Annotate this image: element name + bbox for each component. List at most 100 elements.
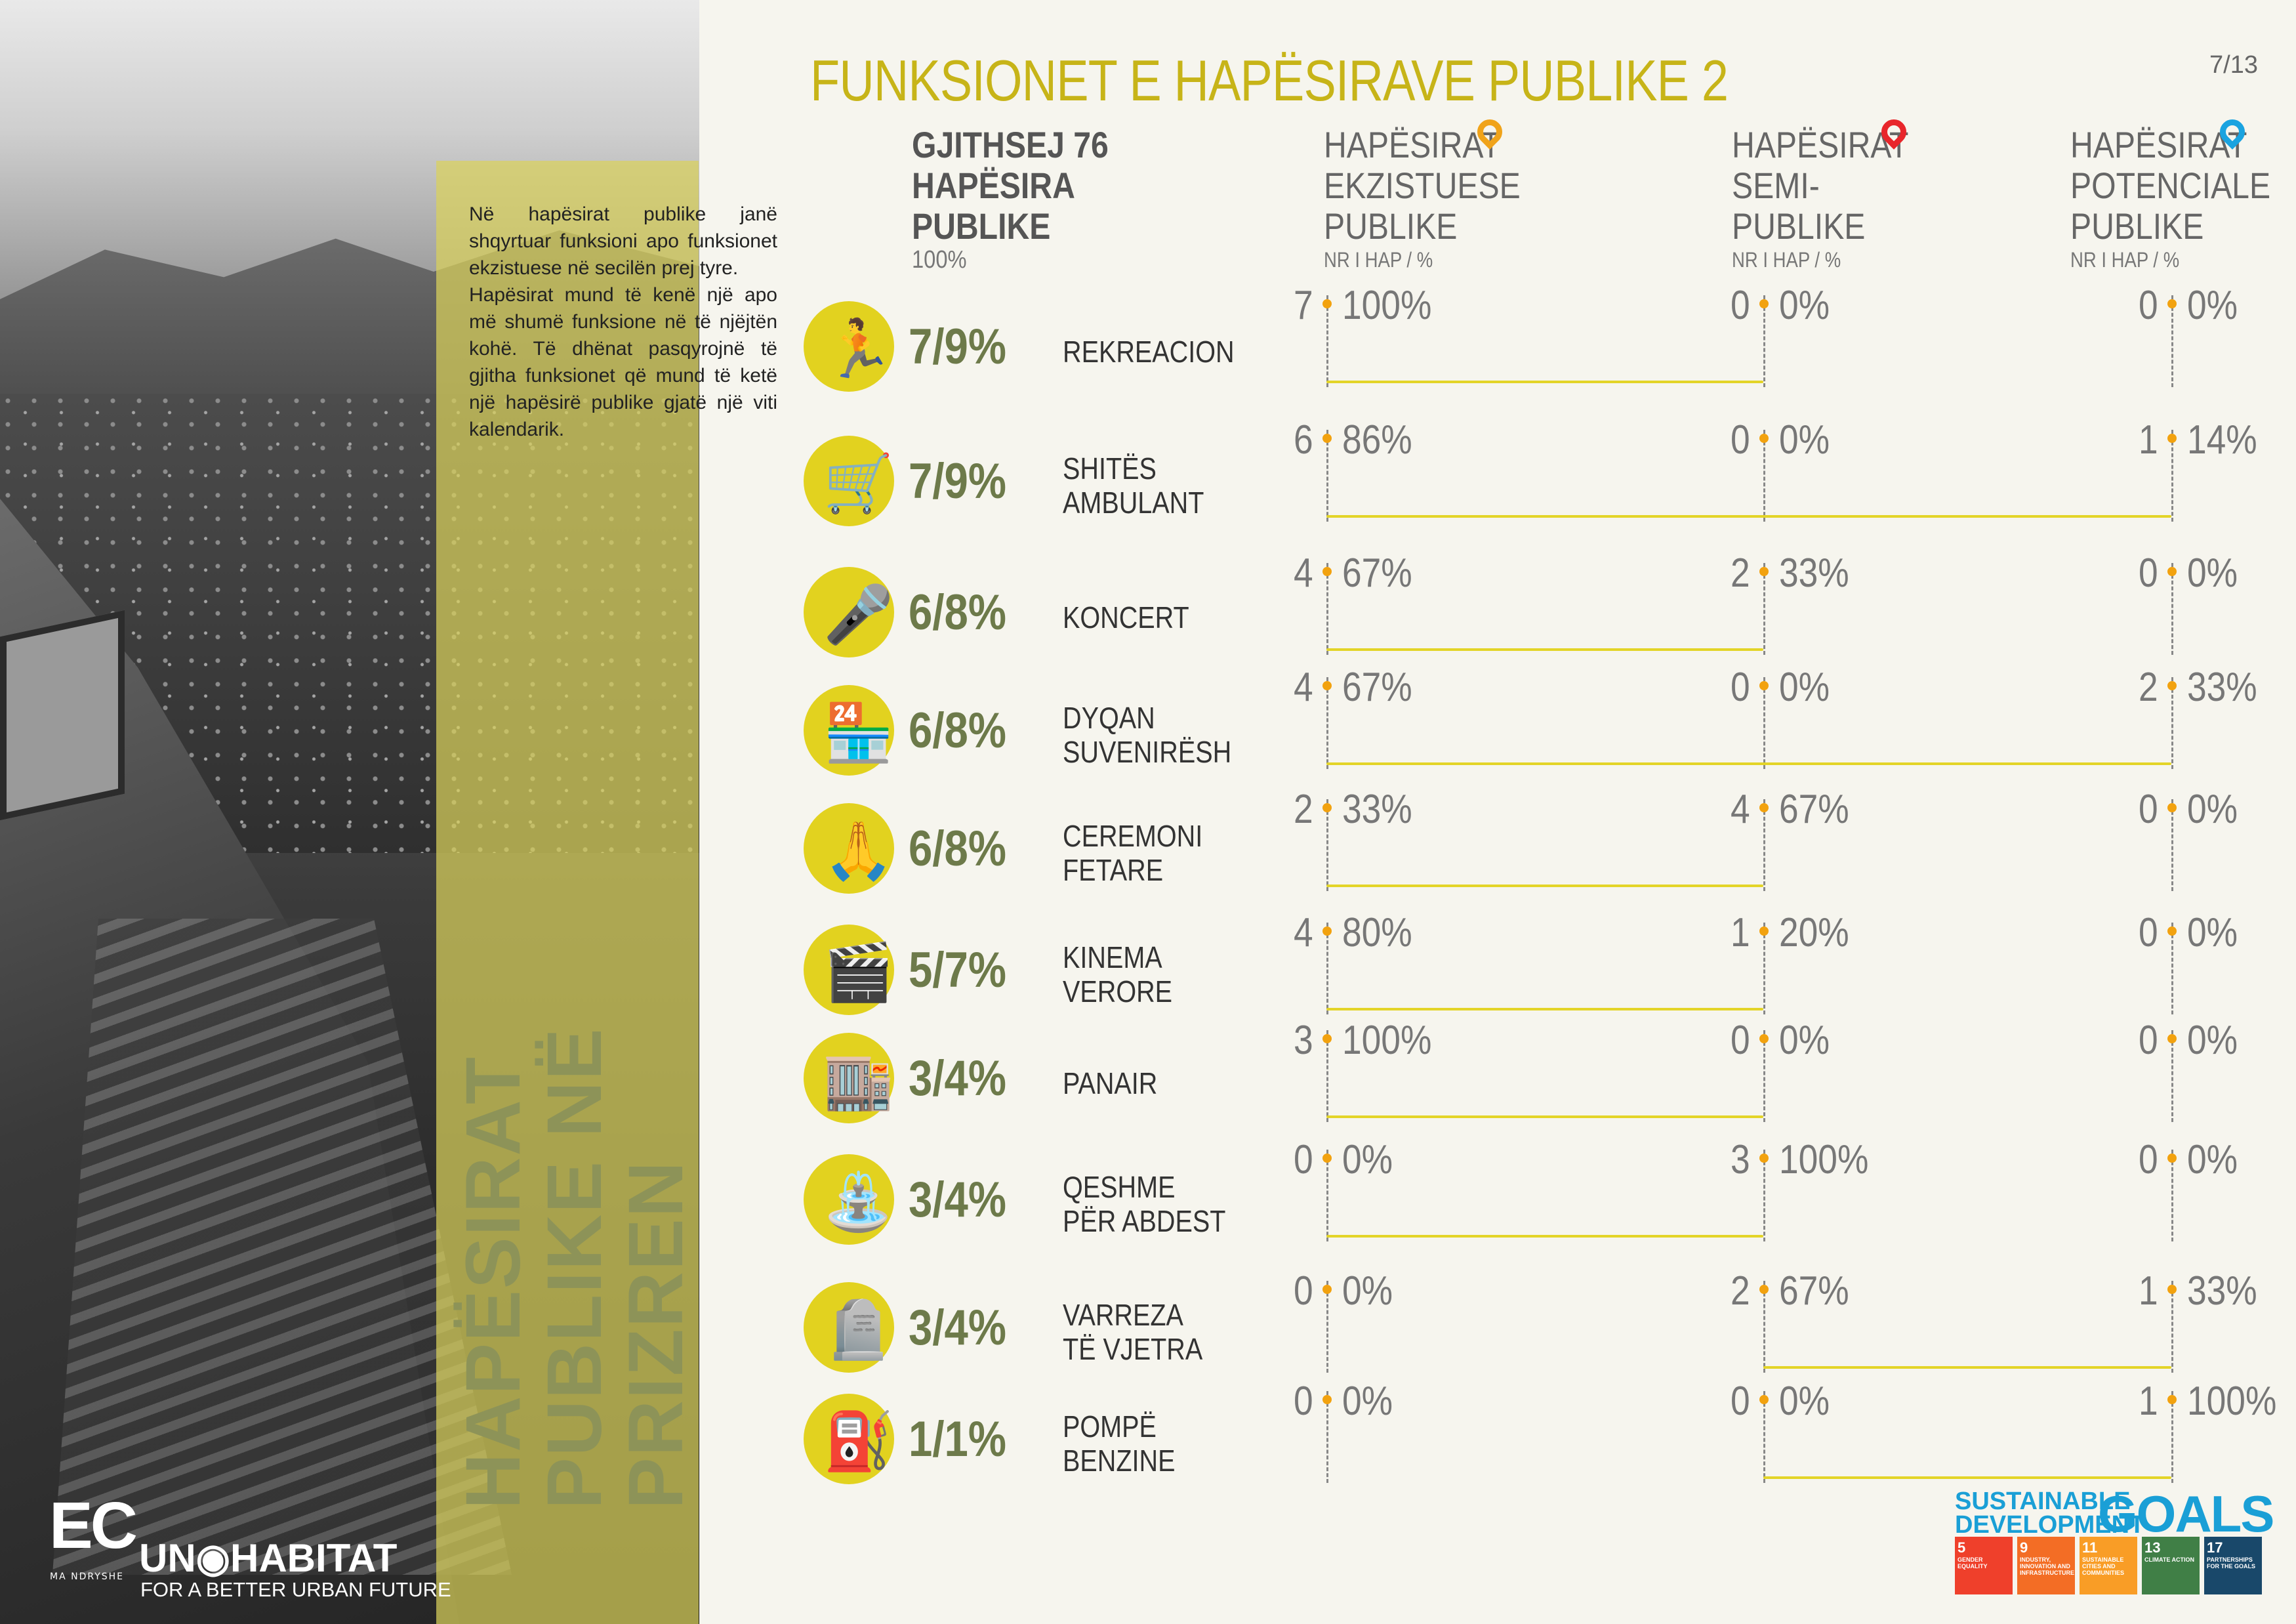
function-icon-circle: 🙏	[804, 803, 894, 894]
column-divider	[1763, 677, 1765, 769]
percent-semi: 20%	[1779, 910, 1849, 955]
vertical-title: HAPËSIRAT PUBLIKE NË PRIZREN	[450, 1027, 699, 1509]
column-divider	[1763, 563, 1765, 655]
function-icon-circle: ⛲	[804, 1154, 894, 1245]
function-name-line: QESHME	[1063, 1170, 1176, 1204]
cinema-screen	[0, 610, 125, 821]
count-semi: 3	[1731, 1137, 1750, 1182]
value-marker	[2167, 927, 2177, 936]
distribution-line	[1326, 1115, 1763, 1118]
header-line: EKZISTUESE	[1324, 165, 1521, 206]
function-icon-circle: 🪦	[804, 1282, 894, 1373]
column-divider	[2171, 1391, 2173, 1483]
percent-semi: 0%	[1779, 1018, 1830, 1063]
column-divider	[2171, 1281, 2173, 1373]
intro-text: Në hapësirat publike janë shqyrtuar funk…	[469, 201, 777, 443]
value-marker	[1759, 1154, 1769, 1163]
running-person-icon: 🏃	[823, 316, 894, 382]
function-name-line: PËR ABDEST	[1063, 1204, 1226, 1238]
function-name-line: TË VJETRA	[1063, 1332, 1203, 1366]
function-icon-circle: 🏪	[804, 685, 894, 776]
percent-semi: 0%	[1779, 665, 1830, 710]
fuel-pump-icon: ⛽	[823, 1409, 894, 1474]
column-divider	[2171, 677, 2173, 769]
function-icon-circle: 🛒	[804, 436, 894, 526]
function-name: CEREMONI FETARE	[1063, 819, 1202, 887]
header-sub: NR I HAP / %	[2070, 248, 2180, 272]
count-semi: 0	[1731, 417, 1750, 463]
value-marker	[2167, 299, 2177, 308]
count-potential: 0	[2139, 787, 2158, 832]
count-potential: 2	[2139, 665, 2158, 710]
header-line: HAPËSIRAT	[2070, 124, 2247, 165]
value-marker	[2167, 1395, 2177, 1404]
function-name: KONCERT	[1063, 600, 1189, 635]
food-cart-icon: 🛒	[823, 451, 894, 516]
header-potential: HAPËSIRAT POTENCIALE PUBLIKE NR I HAP / …	[2070, 125, 2270, 273]
percent-existing: 67%	[1342, 551, 1412, 596]
percent-potential: 0%	[2187, 787, 2238, 832]
function-icon-circle: 🏬	[804, 1033, 894, 1123]
count-potential: 0	[2139, 283, 2158, 328]
function-total: 1/1%	[909, 1411, 1006, 1467]
sdg-goal-tile: 17 PARTNERSHIPS FOR THE GOALS	[2204, 1537, 2262, 1594]
percent-potential: 33%	[2187, 1268, 2257, 1314]
vertical-title-line: PRIZREN	[613, 1160, 699, 1509]
value-marker	[1322, 299, 1332, 308]
function-name-line: AMBULANT	[1063, 486, 1204, 520]
count-potential: 0	[2139, 551, 2158, 596]
function-total: 3/4%	[909, 1172, 1006, 1228]
function-name-line: PANAIR	[1063, 1066, 1158, 1100]
value-marker	[2167, 434, 2177, 443]
function-icon-circle: ⛽	[804, 1394, 894, 1484]
distribution-line	[1326, 648, 1763, 651]
function-name-line: REKREACION	[1063, 335, 1235, 369]
function-name-line: CEREMONI	[1063, 819, 1203, 853]
percent-potential: 0%	[2187, 551, 2238, 596]
function-name-line: BENZINE	[1063, 1444, 1176, 1478]
count-potential: 0	[2139, 1137, 2158, 1182]
sdg-goal-number: 9	[2020, 1539, 2028, 1556]
distribution-line	[1326, 885, 1763, 887]
count-potential: 1	[2139, 1268, 2158, 1314]
distribution-line	[1326, 515, 2171, 518]
column-divider	[1326, 1391, 1328, 1483]
count-semi: 0	[1731, 1379, 1750, 1424]
un-habitat-logo: UN◉HABITAT	[139, 1536, 398, 1580]
header-total: GJITHSEJ 76 HAPËSIRA PUBLIKE 100%	[912, 125, 1109, 274]
value-marker	[1759, 681, 1769, 690]
count-existing: 0	[1294, 1268, 1313, 1314]
count-existing: 0	[1294, 1137, 1313, 1182]
header-line: POTENCIALE	[2070, 165, 2271, 206]
sdg-goals-word: GOALS	[2098, 1485, 2274, 1543]
header-semi: HAPËSIRAT SEMI- PUBLIKE NR I HAP / %	[1732, 125, 1908, 273]
count-existing: 4	[1294, 665, 1313, 710]
percent-semi: 33%	[1779, 551, 1849, 596]
percent-potential: 14%	[2187, 417, 2257, 463]
header-line: PUBLIKE	[2070, 205, 2204, 247]
column-divider	[1763, 799, 1765, 891]
function-icon-circle: 🎤	[804, 567, 894, 657]
sdg-goal-number: 17	[2207, 1539, 2223, 1556]
function-name: POMPË BENZINE	[1063, 1409, 1175, 1478]
percent-potential: 0%	[2187, 1137, 2238, 1182]
column-divider	[1763, 923, 1765, 1014]
distribution-line	[1763, 1476, 2171, 1479]
value-marker	[1322, 681, 1332, 690]
count-semi: 0	[1731, 1018, 1750, 1063]
percent-potential: 0%	[2187, 1018, 2238, 1063]
sdg-goal-tile: 11 SUSTAINABLE CITIES AND COMMUNITIES	[2080, 1537, 2137, 1594]
function-name: QESHME PËR ABDEST	[1063, 1170, 1225, 1238]
sdg-goal-tile: 9 INDUSTRY, INNOVATION AND INFRASTRUCTURE	[2017, 1537, 2075, 1594]
function-total: 7/9%	[909, 319, 1006, 375]
microphone-icon: 🎤	[823, 582, 894, 648]
column-divider	[1326, 677, 1328, 769]
percent-semi: 67%	[1779, 1268, 1849, 1314]
praying-hands-icon: 🙏	[823, 818, 894, 884]
value-marker	[1759, 1285, 1769, 1294]
column-divider	[2171, 1150, 2173, 1241]
count-potential: 0	[2139, 1018, 2158, 1063]
value-marker	[1322, 927, 1332, 936]
percent-potential: 33%	[2187, 665, 2257, 710]
sdg-goal-label: SUSTAINABLE CITIES AND COMMUNITIES	[2082, 1556, 2124, 1576]
